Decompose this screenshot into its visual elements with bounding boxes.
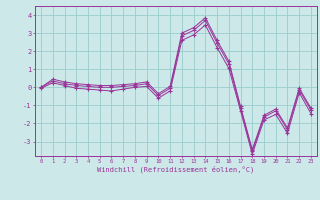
X-axis label: Windchill (Refroidissement éolien,°C): Windchill (Refroidissement éolien,°C): [97, 166, 255, 173]
